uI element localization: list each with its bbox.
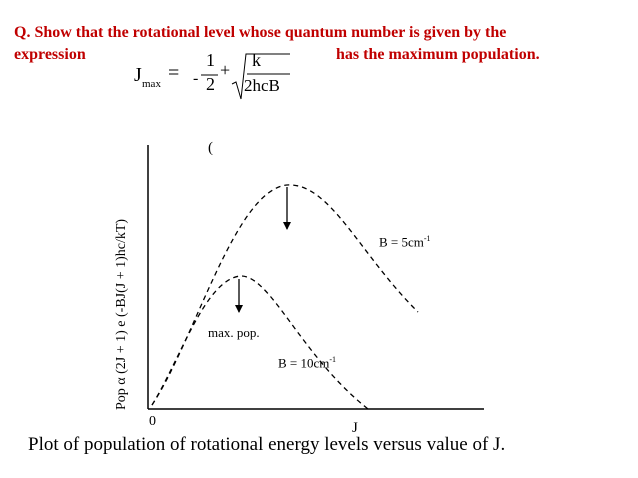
x-origin-label: 0: [149, 414, 156, 429]
y-axis-label: Pop α (2J + 1) e (-BJ(J + 1)hc/kT): [114, 218, 129, 410]
series-label-b-10-text: B = 10cm: [278, 355, 330, 371]
curve-b-5: [151, 184, 419, 406]
max-arrow-b-5: [283, 187, 291, 230]
question-line-2-left: expression: [14, 46, 86, 63]
max-pop-annotation: max. pop.: [208, 325, 260, 340]
chart-caption: Plot of population of rotational energy …: [28, 434, 506, 455]
sqrt-sign: [231, 53, 290, 100]
question-line-2-right: has the maximum population.: [336, 46, 540, 63]
curve-b-10: [151, 275, 369, 410]
stray-paren: (: [208, 140, 213, 156]
equation-frac-denominator: 2: [206, 74, 215, 94]
equation-minus: -: [193, 70, 199, 87]
series-label-b-5: B = 5cm-1: [379, 234, 431, 250]
equation-lhs-subscript: max: [142, 78, 161, 90]
series-label-b-10: B = 10cm-1: [278, 355, 336, 371]
equation-sqrt-denominator: 2hcB: [244, 76, 280, 95]
equation-frac-numerator: 1: [206, 50, 215, 70]
series-label-b-5-text: B = 5cm: [379, 234, 424, 250]
question-line-1: Q. Show that the rotational level whose …: [14, 24, 507, 41]
equation-sqrt-numerator: k: [252, 50, 261, 70]
equation-lhs: J: [134, 64, 142, 86]
equation-plus: +: [220, 60, 231, 80]
x-axis-label: J: [352, 420, 358, 436]
equation-equals: =: [168, 62, 180, 84]
max-arrow-b-10: [235, 279, 243, 313]
series-label-b-10-sup: -1: [329, 355, 337, 364]
series-label-b-5-sup: -1: [423, 234, 431, 243]
